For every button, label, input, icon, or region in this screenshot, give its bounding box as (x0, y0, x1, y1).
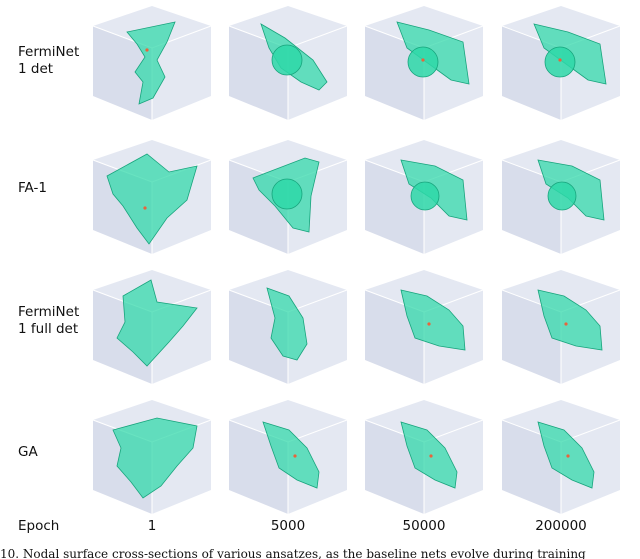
nucleus-marker (143, 206, 147, 210)
cube-top-face (365, 400, 483, 442)
cube-left-face (229, 290, 288, 384)
nucleus-marker (566, 454, 570, 458)
nodal-surface (126, 21, 176, 105)
sphere-surface (544, 46, 576, 78)
nodal-surface-plot (359, 266, 489, 386)
nucleus-marker (421, 58, 425, 62)
nodal-surface (262, 421, 320, 489)
cube-top-face (502, 6, 620, 48)
nodal-surface (400, 289, 466, 351)
nodal-surface-plot (87, 2, 217, 122)
cube-render (228, 400, 348, 514)
nucleus-marker (558, 58, 562, 62)
sphere-surface (410, 181, 440, 211)
figure-caption: 10. Nodal surface cross-sections of vari… (0, 547, 586, 559)
cube-top-face (365, 6, 483, 48)
nodal-surface-plot (223, 396, 353, 516)
nodal-surface-plot (87, 266, 217, 386)
cube-render (92, 140, 212, 254)
nodal-surface (266, 287, 308, 361)
nucleus-marker (429, 454, 433, 458)
cube-render (364, 400, 484, 514)
nodal-surface-plot (223, 136, 353, 256)
cube-right-face (152, 26, 211, 120)
cube-right-face (288, 290, 347, 384)
nucleus-marker (145, 48, 149, 52)
nodal-surface-plot (359, 136, 489, 256)
epoch-axis-label: Epoch (18, 518, 60, 534)
nodal-surface-plot (87, 136, 217, 256)
row-label-ferminet-1det: FermiNet 1 det (18, 44, 80, 77)
cube-render (228, 270, 348, 384)
cube-render (92, 6, 212, 120)
cube-render (501, 6, 621, 120)
nodal-surface (112, 417, 198, 499)
cube-render (92, 270, 212, 384)
cube-top-face (502, 270, 620, 312)
cube-top-face (502, 140, 620, 182)
nodal-surface-plot (496, 396, 626, 516)
nucleus-marker (564, 322, 568, 326)
cube-left-face (93, 26, 152, 120)
nodal-surface (537, 289, 603, 351)
nodal-surface-plot (223, 2, 353, 122)
row-label-fa1: FA-1 (18, 180, 47, 196)
nodal-surface-plot (223, 266, 353, 386)
cube-render (501, 400, 621, 514)
nodal-surface (400, 421, 458, 489)
cube-render (92, 400, 212, 514)
cube-top-face (229, 400, 347, 442)
cube-render (228, 6, 348, 120)
cube-render (501, 270, 621, 384)
cube-render (364, 6, 484, 120)
nodal-surface (116, 279, 198, 367)
cube-render (364, 270, 484, 384)
cube-top-face (229, 270, 347, 312)
cube-top-face (365, 270, 483, 312)
cube-render (364, 140, 484, 254)
sphere-surface (407, 46, 439, 78)
cube-top-face (229, 6, 347, 48)
epoch-label-5000: 5000 (270, 518, 306, 534)
cube-render (501, 140, 621, 254)
cube-top-face (502, 400, 620, 442)
cube-top-face (229, 140, 347, 182)
epoch-label-200000: 200000 (535, 518, 587, 534)
nodal-surface (537, 421, 595, 489)
sphere-surface (271, 178, 303, 210)
nodal-surface-plot (87, 396, 217, 516)
row-label-ferminet-full-det: FermiNet 1 full det (18, 304, 80, 337)
nucleus-marker (293, 454, 297, 458)
nodal-surface-plot (359, 396, 489, 516)
sphere-surface (547, 181, 577, 211)
cube-render (228, 140, 348, 254)
nucleus-marker (427, 322, 431, 326)
nodal-surface-plot (496, 2, 626, 122)
nodal-surface-plot (359, 2, 489, 122)
epoch-label-1: 1 (147, 518, 157, 534)
nodal-surface-plot (496, 266, 626, 386)
nodal-surface (106, 153, 198, 245)
sphere-surface (271, 44, 303, 76)
nodal-surface-plot (496, 136, 626, 256)
epoch-label-50000: 50000 (402, 518, 446, 534)
cube-top-face (365, 140, 483, 182)
row-label-ga: GA (18, 444, 38, 460)
